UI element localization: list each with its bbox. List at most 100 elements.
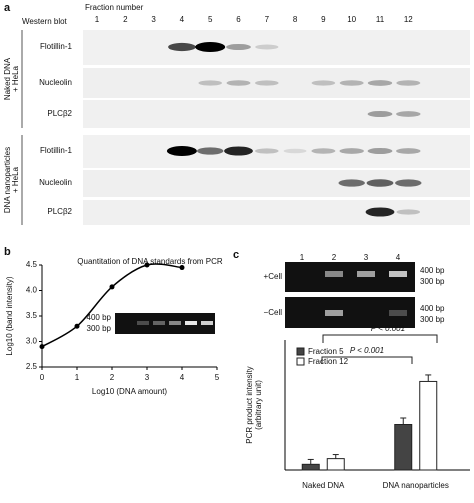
band	[254, 148, 279, 154]
band	[367, 80, 393, 86]
panel-label: a	[4, 2, 11, 14]
group-label: DNA nanoparticles	[3, 147, 12, 213]
bar	[326, 458, 345, 471]
annotation: P < 0.001	[371, 324, 405, 333]
protein-label: Flotillin-1	[40, 146, 73, 155]
gel-band	[357, 271, 375, 277]
gel-band	[325, 310, 343, 316]
fraction-number: 1	[95, 15, 100, 24]
y-axis-label: (arbitrary unit)	[254, 380, 263, 430]
protein-label: Nucleolin	[39, 78, 72, 87]
band	[224, 146, 253, 156]
data-point	[39, 344, 45, 350]
x-tick-label: 1	[75, 373, 80, 382]
fraction-number: 12	[404, 15, 413, 24]
panel-label: c	[233, 249, 239, 261]
fraction-number: 8	[293, 15, 298, 24]
fraction-number: 9	[321, 15, 326, 24]
gel-band	[153, 321, 165, 325]
x-tick-label: 2	[110, 373, 115, 382]
y-tick-label: 4.0	[26, 286, 38, 295]
fraction-number: 7	[265, 15, 270, 24]
condition-label: +Cell	[264, 272, 283, 281]
legend-swatch	[296, 357, 305, 366]
band	[166, 146, 197, 156]
protein-label: Flotillin-1	[40, 42, 73, 51]
gel-size-label: 300 bp	[420, 277, 445, 286]
band	[168, 42, 196, 52]
band	[311, 148, 336, 154]
fraction-number: 3	[151, 15, 156, 24]
x-axis-label: Log10 (DNA amount)	[92, 387, 167, 396]
data-point	[179, 265, 185, 271]
band	[226, 80, 251, 86]
band	[396, 209, 421, 215]
fraction-number: 6	[236, 15, 241, 24]
significance-bracket	[321, 356, 413, 364]
band	[338, 179, 365, 187]
band	[367, 147, 393, 155]
band	[395, 179, 422, 187]
lane-number: 4	[396, 253, 401, 262]
blot-strip	[83, 68, 470, 98]
gel-band	[137, 321, 149, 325]
y-tick-label: 2.5	[26, 362, 38, 371]
band	[311, 80, 336, 86]
x-tick-label: Naked DNA	[302, 481, 345, 490]
method-label: Western blot	[22, 17, 68, 26]
y-tick-label: 4.5	[26, 260, 38, 269]
band	[255, 44, 279, 50]
band	[254, 80, 279, 86]
band	[198, 80, 222, 86]
bar	[394, 424, 413, 471]
gel	[285, 297, 415, 328]
band	[396, 80, 421, 86]
blot-strip	[83, 100, 470, 128]
x-tick-label: 3	[145, 373, 150, 382]
band	[339, 148, 364, 154]
fraction-number: 2	[123, 15, 128, 24]
x-tick-label: 5	[215, 373, 220, 382]
blot-strip	[83, 200, 470, 225]
data-point	[109, 284, 115, 290]
data-point	[144, 262, 150, 268]
legend-label: Fraction 5	[308, 347, 344, 356]
x-tick-label: 0	[40, 373, 45, 382]
fraction-header: Fraction number	[85, 3, 144, 12]
blot-images	[21, 30, 470, 225]
gel-size-label: 400 bp	[420, 304, 445, 313]
panel-label: b	[4, 246, 11, 258]
band	[366, 179, 394, 187]
band	[283, 148, 307, 154]
blot-strip	[83, 30, 470, 65]
band	[365, 207, 395, 217]
group-label: Naked DNA	[3, 57, 12, 100]
bar	[301, 463, 320, 471]
chart-title: Quantitation of DNA standards from PCR	[77, 257, 223, 266]
y-tick-label: 3.5	[26, 311, 38, 320]
gel-size-label: 300 bp	[87, 324, 112, 333]
gel-inset	[115, 313, 215, 334]
fraction-number: 11	[376, 15, 385, 24]
condition-label: −Cell	[264, 308, 283, 317]
gel-size-label: 400 bp	[420, 266, 445, 275]
group-label: + HeLa	[11, 65, 20, 92]
x-tick-label: DNA nanoparticles	[383, 481, 449, 490]
bar	[419, 380, 438, 471]
significance-bracket	[322, 334, 438, 343]
lane-number: 3	[364, 253, 369, 262]
lane-number: 1	[300, 253, 305, 262]
legend-label: Fraction 12	[308, 357, 349, 366]
group-label: + HeLa	[11, 166, 20, 193]
gel-band	[185, 321, 197, 325]
band	[367, 110, 393, 118]
y-axis-label: Log10 (band intensity)	[5, 276, 14, 356]
fraction-number: 5	[208, 15, 213, 24]
gel-band	[201, 321, 213, 325]
band	[197, 147, 224, 155]
blot-strip	[83, 135, 470, 168]
data-point	[74, 323, 80, 329]
protein-label: PLCβ2	[47, 109, 72, 118]
band	[396, 148, 421, 154]
